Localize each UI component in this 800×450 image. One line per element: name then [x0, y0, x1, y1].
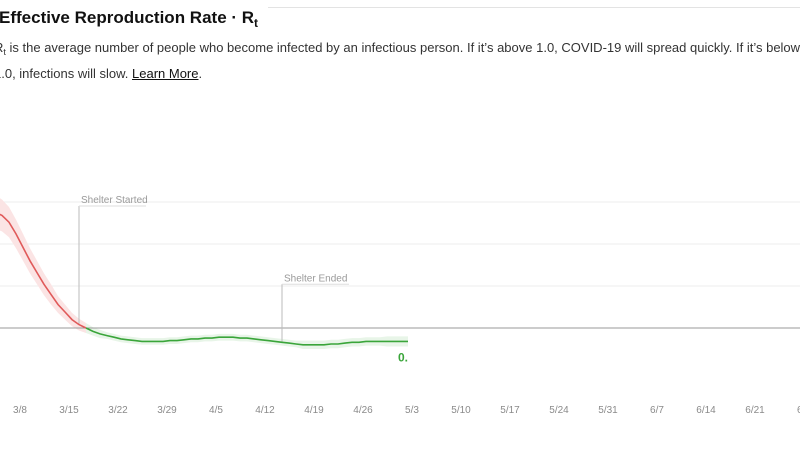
- header-rule: [268, 7, 800, 8]
- rt-line-above: [0, 213, 87, 329]
- x-tick-5-24: 5/24: [549, 405, 569, 416]
- end-value-label: 0.: [398, 350, 408, 364]
- confidence-band-below: [86, 323, 408, 349]
- x-tick-5-17: 5/17: [500, 405, 520, 416]
- x-tick-3-29: 3/29: [157, 405, 177, 416]
- description-text: is the average number of people who beco…: [0, 40, 800, 81]
- learn-more-link[interactable]: Learn More: [132, 66, 199, 81]
- chart-title-subscript: t: [254, 16, 259, 30]
- description-symbol-sub: t: [3, 47, 6, 57]
- annotation-label-1: Shelter Started: [81, 195, 148, 206]
- chart-description: Rt is the average number of people who b…: [0, 37, 800, 85]
- confidence-band-above: [0, 198, 86, 333]
- rt-line-below: [85, 327, 408, 346]
- x-tick-5-10: 5/10: [451, 405, 471, 416]
- x-tick-4-26: 4/26: [353, 405, 373, 416]
- x-tick-3-22: 3/22: [108, 405, 128, 416]
- x-tick-6-14: 6/14: [696, 405, 716, 416]
- x-tick-6-2: 6/2: [797, 405, 800, 416]
- x-tick-6-21: 6/21: [745, 405, 765, 416]
- x-tick-3-8: 3/8: [13, 405, 27, 416]
- x-tick-4-12: 4/12: [255, 405, 275, 416]
- x-tick-5-3: 5/3: [405, 405, 419, 416]
- x-tick-3-15: 3/15: [59, 405, 79, 416]
- x-tick-4-19: 4/19: [304, 405, 324, 416]
- description-end: .: [198, 66, 203, 81]
- x-tick-4-5: 4/5: [209, 405, 223, 416]
- chart-title-text: Effective Reproduction Rate · R: [0, 8, 255, 27]
- chart-title: Effective Reproduction Rate · Rt: [0, 8, 258, 30]
- x-tick-6-7: 6/7: [650, 405, 664, 416]
- x-tick-5-31: 5/31: [598, 405, 618, 416]
- annotation-label-2: Shelter Ended: [284, 273, 347, 284]
- description-symbol: R: [0, 40, 3, 55]
